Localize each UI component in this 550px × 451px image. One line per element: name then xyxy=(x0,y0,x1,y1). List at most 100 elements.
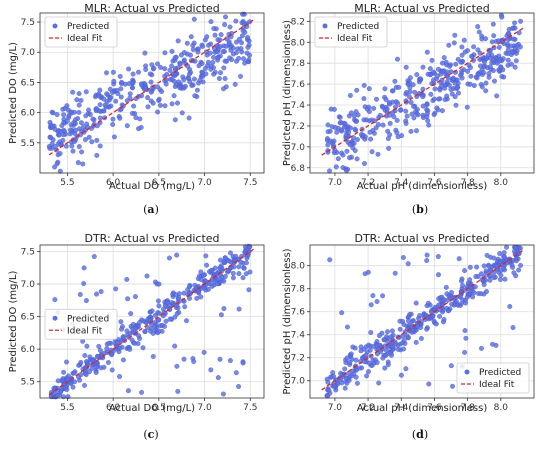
data-point xyxy=(484,289,489,294)
data-point xyxy=(354,156,360,162)
data-point xyxy=(97,115,103,121)
data-point xyxy=(325,129,331,135)
data-point xyxy=(71,370,77,376)
data-point xyxy=(397,326,403,332)
data-point xyxy=(71,120,77,125)
data-point xyxy=(118,94,124,100)
data-point xyxy=(376,333,382,339)
data-point xyxy=(238,46,244,52)
data-point xyxy=(409,329,415,335)
data-point xyxy=(163,318,169,324)
data-point xyxy=(174,311,180,317)
data-point xyxy=(129,85,135,91)
data-point xyxy=(510,49,516,55)
data-point xyxy=(187,71,192,77)
data-point xyxy=(105,360,111,365)
data-point xyxy=(502,254,508,260)
data-point xyxy=(169,63,175,69)
data-point xyxy=(104,91,110,97)
data-point xyxy=(494,93,500,99)
legend-label-ideal-fit: Ideal Fit xyxy=(67,34,103,44)
data-point xyxy=(184,40,190,46)
data-point xyxy=(156,303,162,309)
y-tick-label: 8.0 xyxy=(291,262,306,272)
data-point xyxy=(52,126,58,132)
data-point xyxy=(452,32,458,38)
y-tick-label: 7.0 xyxy=(21,280,36,290)
data-point xyxy=(429,57,435,63)
data-point xyxy=(57,168,63,174)
data-point xyxy=(81,124,86,130)
data-point xyxy=(240,360,246,366)
data-point xyxy=(207,50,213,56)
scatter-points xyxy=(46,11,253,174)
data-point xyxy=(358,344,364,350)
data-point xyxy=(215,375,221,381)
data-point xyxy=(203,65,208,71)
y-tick-label: 7.5 xyxy=(21,248,35,258)
data-point xyxy=(220,391,226,397)
data-point xyxy=(374,299,380,304)
data-point xyxy=(354,380,360,386)
data-point xyxy=(475,24,481,30)
data-point xyxy=(393,341,399,347)
data-point xyxy=(417,76,423,82)
data-point xyxy=(148,89,154,95)
data-point xyxy=(490,21,496,27)
data-point xyxy=(114,88,120,93)
data-point xyxy=(347,360,353,365)
data-point xyxy=(151,65,157,71)
x-tick-label: 5.5 xyxy=(60,403,74,413)
data-point xyxy=(184,318,189,324)
data-point xyxy=(395,100,401,106)
data-point xyxy=(464,294,470,300)
data-point xyxy=(458,59,464,65)
y-tick-label: 8.2 xyxy=(291,17,305,27)
data-point xyxy=(150,354,156,359)
y-tick-label: 7.4 xyxy=(291,101,306,111)
data-point xyxy=(454,85,460,91)
data-point xyxy=(424,258,430,263)
data-point xyxy=(398,372,404,378)
ideal-fit-line xyxy=(321,249,525,391)
legend-label-predicted: Predicted xyxy=(337,22,379,32)
data-point xyxy=(60,132,66,138)
data-point xyxy=(408,99,414,105)
data-point xyxy=(513,245,518,250)
data-point xyxy=(499,74,505,79)
data-point xyxy=(142,50,148,56)
data-point xyxy=(453,102,459,108)
data-point xyxy=(176,295,182,301)
data-point xyxy=(465,68,471,74)
data-point xyxy=(215,37,221,43)
data-point xyxy=(407,75,413,81)
data-point xyxy=(172,84,178,89)
data-point xyxy=(397,318,403,324)
data-point xyxy=(344,324,350,330)
data-point xyxy=(96,343,102,349)
data-point xyxy=(483,88,489,94)
data-point xyxy=(426,381,432,387)
chart-title: MLR: Actual vs Predicted xyxy=(354,2,489,15)
data-point xyxy=(218,265,224,271)
data-point xyxy=(435,254,441,259)
panel-caption: (c) xyxy=(143,428,158,441)
data-point xyxy=(377,112,383,118)
data-point xyxy=(447,63,453,69)
x-tick-label: 7.0 xyxy=(197,178,212,188)
data-point xyxy=(145,104,151,110)
data-point xyxy=(221,65,227,71)
data-point xyxy=(361,82,367,88)
data-point xyxy=(465,48,470,54)
data-point xyxy=(187,284,193,290)
data-point xyxy=(204,262,210,268)
data-point xyxy=(230,275,236,281)
data-point xyxy=(325,122,331,128)
data-point xyxy=(238,259,244,265)
panel-b: 7.0 7.2 7.4 7.6 7.8 8.0 6.8 7.0 7.2 7.4 7.6 7.8 8.0 8… xyxy=(282,2,535,216)
data-point xyxy=(389,328,395,334)
data-point xyxy=(70,384,76,390)
data-point xyxy=(347,93,353,98)
data-point xyxy=(181,77,187,83)
data-point xyxy=(342,385,348,391)
